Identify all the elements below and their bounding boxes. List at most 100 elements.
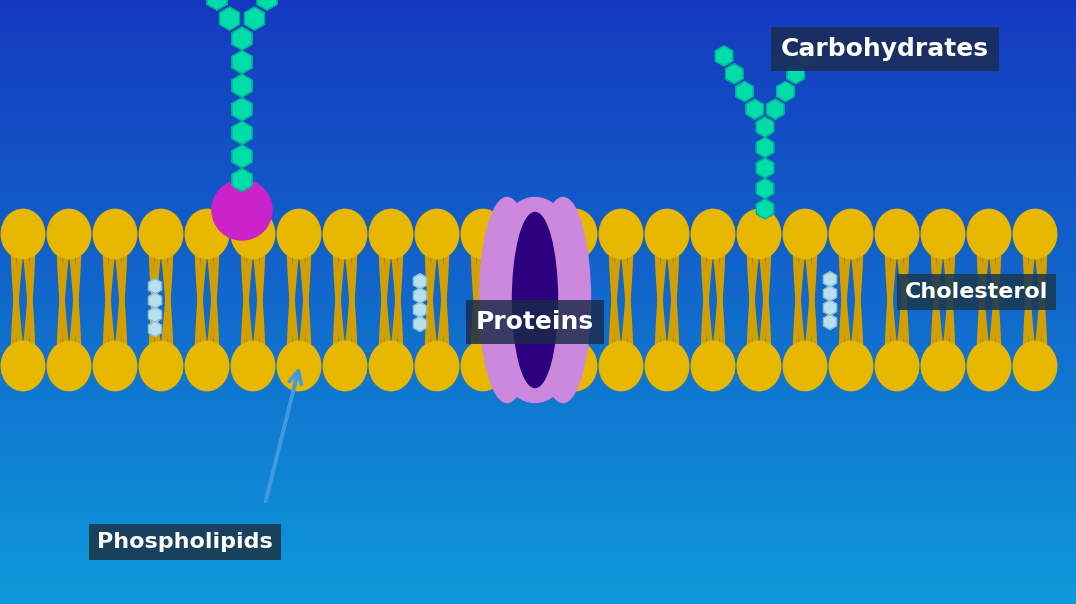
Bar (0, 40, 1076, 42)
Bar (0, 568, 1076, 570)
Ellipse shape (691, 210, 735, 259)
Bar (0, 304, 1076, 306)
Bar (0, 65, 1076, 66)
Ellipse shape (553, 341, 597, 391)
Bar (0, 562, 1076, 564)
Polygon shape (413, 288, 426, 303)
Bar (0, 447, 1076, 449)
Polygon shape (232, 169, 252, 191)
Bar (0, 513, 1076, 515)
Bar (0, 24, 1076, 26)
Bar (0, 201, 1076, 204)
Polygon shape (823, 286, 836, 301)
Polygon shape (148, 279, 161, 294)
Bar (0, 191, 1076, 193)
Bar (0, 572, 1076, 574)
Bar (0, 50, 1076, 53)
Bar (0, 83, 1076, 85)
Bar (0, 288, 1076, 290)
Bar (0, 362, 1076, 364)
Text: Phospholipids: Phospholipids (97, 532, 273, 552)
Bar (0, 59, 1076, 60)
Ellipse shape (553, 210, 597, 259)
Bar (0, 268, 1076, 270)
Bar (0, 495, 1076, 497)
Bar (0, 85, 1076, 86)
Ellipse shape (231, 210, 274, 259)
Bar (0, 242, 1076, 243)
Bar (0, 56, 1076, 59)
Bar (0, 222, 1076, 223)
Ellipse shape (415, 210, 458, 259)
Bar (0, 441, 1076, 443)
Bar (0, 199, 1076, 201)
Bar (0, 459, 1076, 461)
Bar (0, 590, 1076, 592)
Text: Proteins: Proteins (476, 310, 594, 334)
Bar (0, 557, 1076, 560)
Ellipse shape (47, 210, 90, 259)
Bar (0, 123, 1076, 125)
Bar (0, 157, 1076, 159)
Bar (0, 262, 1076, 264)
Bar (0, 334, 1076, 336)
Bar (0, 300, 1076, 302)
Bar (0, 48, 1076, 50)
Bar (0, 139, 1076, 141)
Polygon shape (746, 99, 763, 119)
Bar (0, 151, 1076, 153)
Bar (0, 364, 1076, 367)
Bar (0, 539, 1076, 542)
Bar (0, 518, 1076, 519)
Polygon shape (756, 138, 774, 158)
Bar (0, 328, 1076, 330)
Bar (0, 423, 1076, 425)
Bar (0, 252, 1076, 254)
Bar (0, 16, 1076, 18)
Bar (0, 298, 1076, 300)
Bar (0, 525, 1076, 527)
Bar (0, 246, 1076, 248)
Bar (0, 249, 1076, 252)
Ellipse shape (737, 341, 781, 391)
Bar (0, 234, 1076, 236)
Bar (0, 42, 1076, 44)
Polygon shape (207, 0, 227, 10)
Bar (0, 175, 1076, 177)
Bar (0, 373, 1076, 374)
Ellipse shape (482, 198, 587, 402)
Bar (0, 198, 1076, 199)
Ellipse shape (323, 341, 367, 391)
Bar (0, 491, 1076, 493)
Bar (0, 28, 1076, 30)
Polygon shape (148, 293, 161, 308)
Bar (0, 370, 1076, 373)
Polygon shape (777, 82, 794, 101)
Bar (0, 133, 1076, 135)
Bar (0, 344, 1076, 346)
Ellipse shape (139, 210, 183, 259)
Bar (0, 107, 1076, 109)
Bar (0, 399, 1076, 400)
Bar (0, 548, 1076, 550)
Bar (0, 167, 1076, 169)
Bar (0, 554, 1076, 556)
Bar (0, 230, 1076, 231)
Bar (0, 47, 1076, 48)
Bar (0, 121, 1076, 123)
Bar (0, 439, 1076, 441)
Ellipse shape (185, 341, 229, 391)
Bar (0, 477, 1076, 479)
Bar (0, 453, 1076, 455)
Bar (0, 397, 1076, 399)
Bar (0, 111, 1076, 113)
Ellipse shape (1, 210, 45, 259)
Bar (0, 429, 1076, 431)
Bar (0, 358, 1076, 361)
Bar (0, 276, 1076, 278)
Bar (0, 461, 1076, 463)
Bar (0, 570, 1076, 572)
Bar (0, 512, 1076, 513)
Bar (0, 231, 1076, 234)
Bar (0, 406, 1076, 409)
